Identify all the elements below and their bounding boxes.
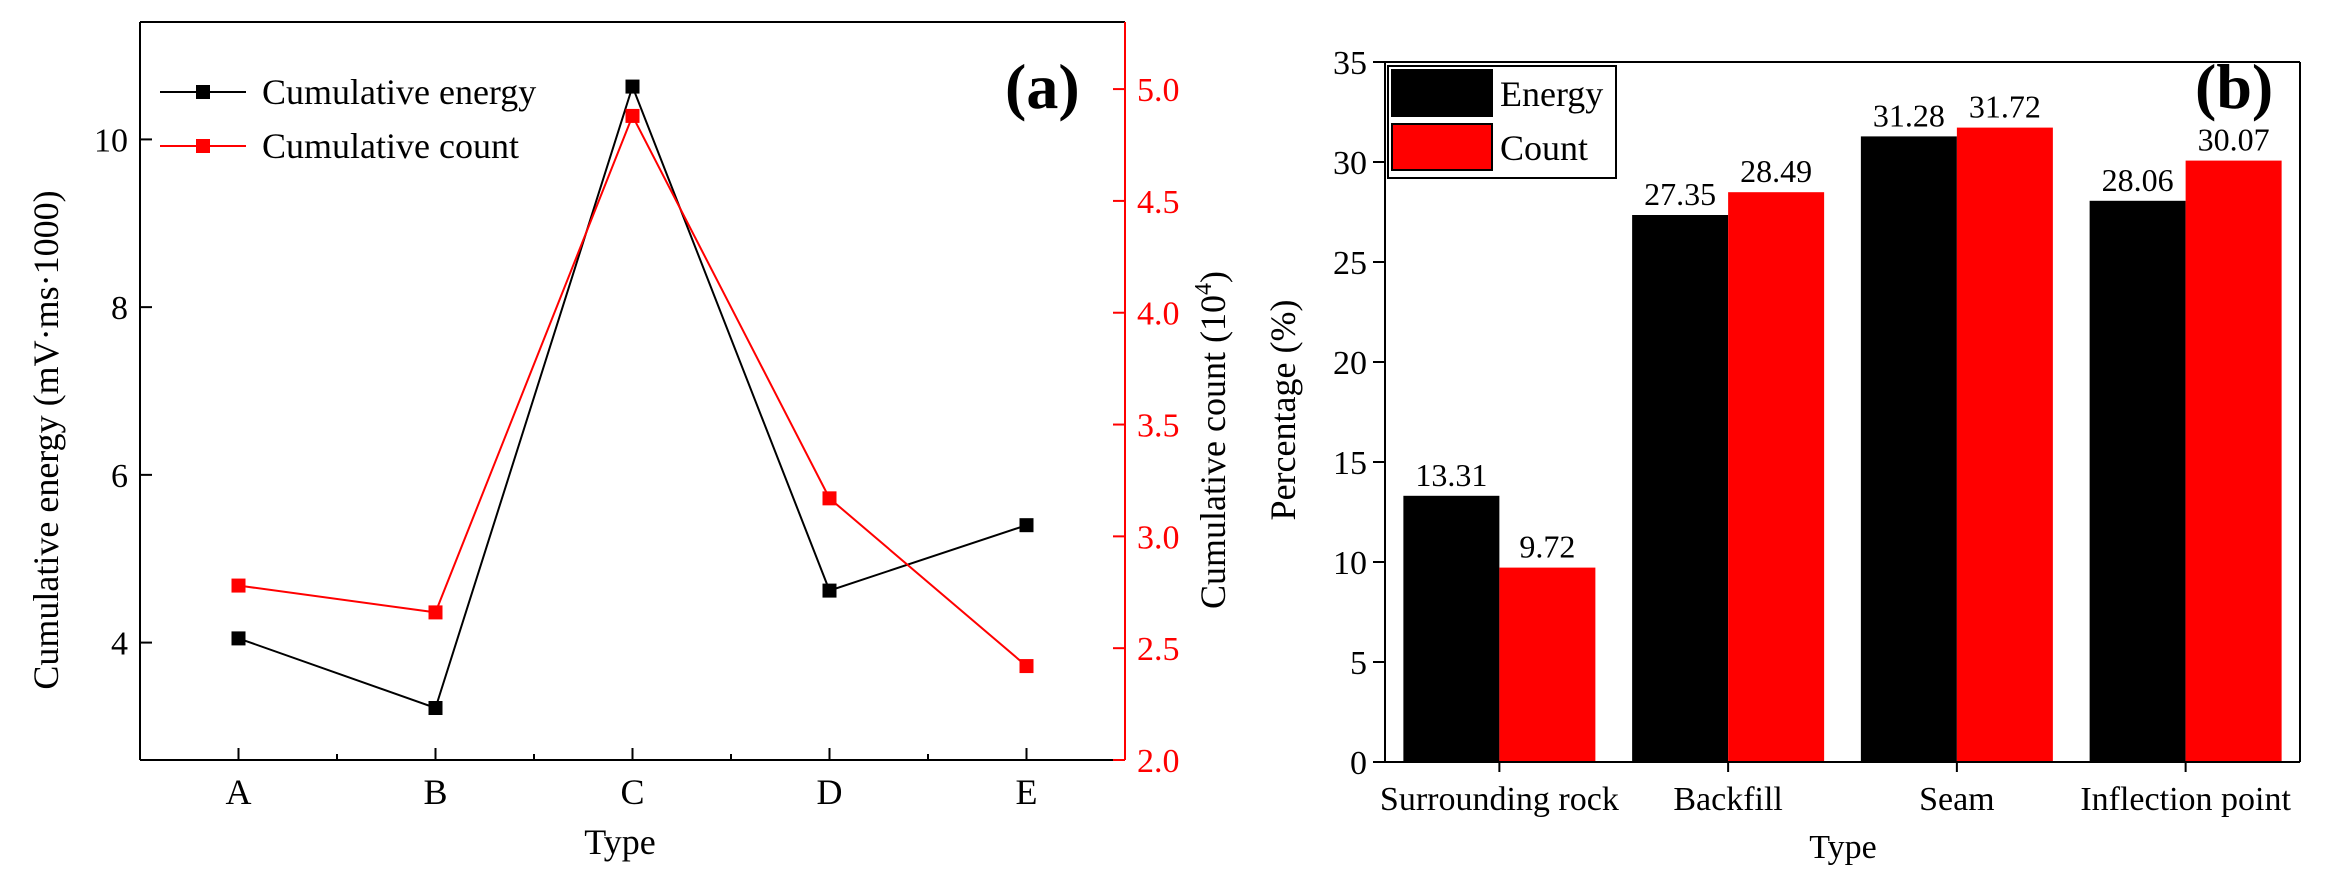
- bar-data-label: 28.06: [2102, 162, 2174, 198]
- panel-b-x-tick-label: Seam: [1919, 781, 1995, 818]
- panel-a-x-tick-label: C: [620, 772, 644, 812]
- panel-b-y-tick-label: 20: [1333, 345, 1367, 382]
- panel-b-xlabel: Type: [1809, 829, 1877, 866]
- panel-a-y-right-tick-label: 2.0: [1137, 743, 1180, 780]
- panel-b-x-tick-label: Surrounding rock: [1380, 781, 1619, 818]
- panel-b-y-tick-label: 25: [1333, 245, 1367, 282]
- panel-a-ylabel-right-end: ): [1193, 271, 1233, 283]
- panel-a-label: (a): [1005, 51, 1080, 122]
- panel-b-legend-box: [1387, 65, 1617, 179]
- panel-b-y-tick-label: 5: [1350, 645, 1367, 682]
- panel-a-y-right-tick-label: 5.0: [1137, 72, 1180, 109]
- panel-a-y-left-tick-label: 6: [111, 458, 128, 495]
- panel-b-legend-label: Count: [1500, 128, 1588, 168]
- panel-b-x-tick-label: Inflection point: [2080, 781, 2291, 818]
- panel-a-ylabel-left: Cumulative energy (mV·ms·1000): [26, 190, 66, 689]
- panel-a-x-tick-label: A: [226, 772, 252, 812]
- bar-energy: [1632, 215, 1729, 762]
- panel-a-xlabel: Type: [584, 822, 655, 862]
- panel-a-ylabel-right-sup: 4: [1191, 283, 1217, 295]
- bar-count: [1956, 127, 2053, 763]
- panel-a-x-tick-label: E: [1016, 772, 1038, 812]
- count-series-point: [822, 491, 837, 506]
- panel-a-legend-marker: [196, 85, 210, 99]
- panel-a-y-right-tick-label: 4.0: [1137, 296, 1180, 333]
- panel-a-y-left-tick-label: 4: [111, 626, 128, 663]
- panel-a-ylabel-right-main: Cumulative count (10: [1193, 295, 1233, 609]
- panel-b-y-tick-label: 35: [1333, 45, 1367, 82]
- energy-series-line: [238, 83, 1027, 710]
- bar-count: [2185, 160, 2282, 763]
- energy-series-point: [428, 701, 443, 716]
- panel-a-y-left-tick-label: 8: [111, 290, 128, 327]
- panel-b-legend-label: Energy: [1500, 74, 1603, 114]
- panel-a-x-tick-label: B: [423, 772, 447, 812]
- panel-a-y-right-tick-label: 3.0: [1137, 519, 1180, 556]
- panel-a-x-tick-label: D: [817, 772, 843, 812]
- panel-b-legend-swatch: [1391, 69, 1493, 117]
- panel-b-x-tick-label: Backfill: [1673, 781, 1783, 818]
- panel-b-y-tick-label: 10: [1333, 545, 1367, 582]
- panel-b-ylabel: Percentage (%): [1263, 300, 1303, 521]
- bar-data-label: 31.28: [1873, 97, 1945, 133]
- energy-series-point: [231, 631, 246, 646]
- bar-data-label: 27.35: [1644, 176, 1716, 212]
- panel-a-y-right-tick-label: 2.5: [1137, 631, 1180, 668]
- bar-count: [1499, 567, 1596, 762]
- panel-a-y-right-tick-label: 4.5: [1137, 184, 1180, 221]
- panel-b-y-tick-label: 15: [1333, 445, 1367, 482]
- panel-a-legend-label: Cumulative count: [262, 126, 519, 166]
- bar-energy: [1403, 495, 1500, 762]
- panel-a-y-left-tick-label: 10: [94, 122, 128, 159]
- bar-count: [1728, 192, 1825, 762]
- panel-b-legend-swatch: [1391, 123, 1493, 171]
- bar-data-label: 30.07: [2198, 122, 2270, 158]
- panel-b-bar-chart: (b) Type Percentage (%) 13.319.7227.3528…: [1263, 45, 2301, 866]
- panel-b-y-tick-label: 0: [1350, 745, 1367, 782]
- panel-a-legend-label: Cumulative energy: [262, 72, 536, 112]
- panel-a-legend-marker: [196, 139, 210, 153]
- bar-energy: [1860, 136, 1957, 762]
- energy-series-point: [625, 79, 640, 94]
- bar-data-label: 28.49: [1740, 153, 1812, 189]
- bar-data-label: 31.72: [1969, 89, 2041, 125]
- count-series-point: [625, 108, 640, 123]
- bar-data-label: 9.72: [1519, 529, 1575, 565]
- count-series-line: [238, 113, 1028, 667]
- bar-energy: [2089, 200, 2186, 763]
- energy-series-point: [1019, 518, 1034, 533]
- panel-a-ylabel-right: Cumulative count (104): [1191, 271, 1233, 609]
- count-series-point: [231, 578, 246, 593]
- bar-data-label: 13.31: [1415, 457, 1487, 493]
- panel-b-y-tick-label: 30: [1333, 145, 1367, 182]
- panel-a-y-right-tick-label: 3.5: [1137, 408, 1180, 445]
- count-series-point: [428, 605, 443, 620]
- energy-series-point: [822, 583, 837, 598]
- count-series-point: [1019, 659, 1034, 674]
- panel-a-line-chart: (a) Type Cumulative energy (mV·ms·1000) …: [26, 21, 1233, 862]
